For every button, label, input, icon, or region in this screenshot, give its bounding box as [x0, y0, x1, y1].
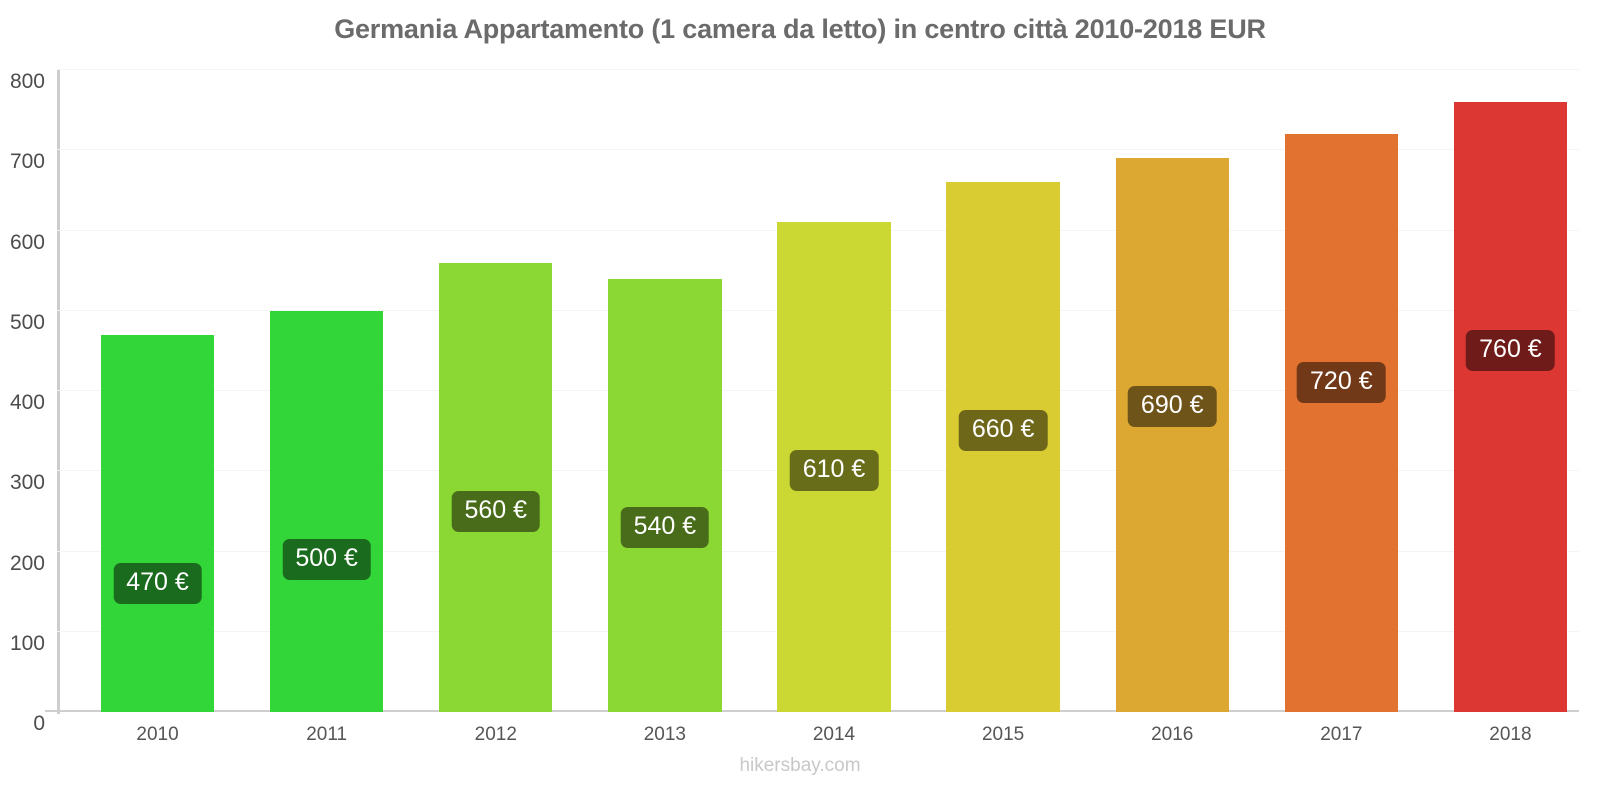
x-axis-tick-label: 2010	[136, 724, 179, 745]
bar-value-label: 540 €	[620, 506, 710, 548]
bar-value-label: 560 €	[451, 490, 541, 532]
bar-2013[interactable]: 540 €	[608, 278, 722, 712]
bar-group: 760 €	[1453, 70, 1568, 712]
bar-2010[interactable]: 470 €	[100, 334, 215, 712]
bar-value-label: 610 €	[789, 450, 879, 492]
bar-group: 500 €	[270, 70, 384, 712]
chart-title: Germania Appartamento (1 camera da letto…	[334, 14, 1266, 44]
bar-2012[interactable]: 560 €	[439, 262, 553, 712]
bar-value-label: 470 €	[113, 562, 202, 604]
x-axis-tick-labels: 2010 2011 2012 2013 2014 2015 2016 2017 2018	[57, 712, 1579, 752]
bar-2018[interactable]: 760 €	[1453, 102, 1568, 712]
bar-value-label: 660 €	[958, 410, 1048, 452]
bar-group: 690 €	[1115, 70, 1229, 712]
bar-group: 720 €	[1284, 70, 1398, 712]
bar-group: 660 €	[946, 70, 1060, 712]
bar-group: 610 €	[777, 70, 891, 712]
footer-credit: hikersbay.com	[739, 755, 861, 776]
x-axis-tick-label: 2018	[1489, 724, 1532, 745]
gridline	[57, 149, 1579, 151]
bar-value-label: 500 €	[282, 538, 371, 580]
y-axis-line	[57, 70, 60, 714]
bar-value-label: 690 €	[1127, 386, 1217, 428]
bar-group: 540 €	[608, 70, 722, 712]
bar-2016[interactable]: 690 €	[1115, 158, 1229, 712]
x-axis-tick-label: 2016	[1151, 724, 1194, 745]
x-axis-tick-label: 2017	[1320, 724, 1363, 745]
bar-value-label: 720 €	[1297, 362, 1386, 404]
x-axis-tick-label: 2015	[981, 724, 1025, 745]
bar-group: 560 €	[439, 70, 553, 712]
bar-group: 470 €	[100, 70, 215, 712]
x-axis-tick-label: 2011	[306, 724, 348, 745]
x-axis-tick-label: 2013	[643, 724, 687, 745]
bar-2017[interactable]: 720 €	[1284, 134, 1398, 712]
gridline	[57, 69, 1579, 70]
bar-2015[interactable]: 660 €	[946, 182, 1060, 712]
bar-2014[interactable]: 610 €	[777, 222, 891, 712]
bar-value-label: 760 €	[1466, 330, 1555, 372]
y-axis-tick-labels: 0 100 200 300 400 500 600 700 800	[9, 70, 45, 735]
x-axis-tick-label: 2014	[812, 724, 856, 745]
x-axis-tick-label: 2012	[474, 724, 517, 745]
bar-2011[interactable]: 500 €	[270, 310, 384, 712]
plot-area: 470 € 500 € 560 € 540 € 610 € 660 € 690 € 720 €…	[45, 69, 1579, 712]
